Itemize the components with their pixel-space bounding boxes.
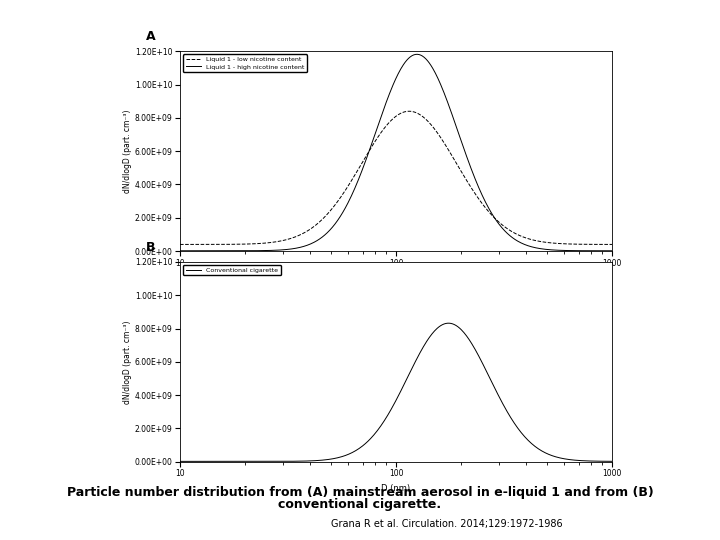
- Conventional cigarette: [433, 325, 441, 332]
- Conventional cigarette: [410, 362, 418, 368]
- Liquid 1 - low nicotine content: [410, 109, 419, 116]
- Legend: Conventional cigarette: Conventional cigarette: [183, 265, 281, 275]
- Liquid 1 - high nicotine content: [384, 95, 392, 102]
- Conventional cigarette: [381, 416, 390, 423]
- X-axis label: D (nm): D (nm): [382, 273, 410, 282]
- Y-axis label: dN/dlogD (part. cm⁻³): dN/dlogD (part. cm⁻³): [122, 320, 132, 403]
- Liquid 1 - low nicotine content: [608, 241, 616, 248]
- Liquid 1 - high nicotine content: [608, 247, 616, 254]
- Liquid 1 - low nicotine content: [598, 241, 607, 248]
- Text: Particle number distribution from (A) mainstream aerosol in e-liquid 1 and from : Particle number distribution from (A) ma…: [67, 486, 653, 499]
- Liquid 1 - low nicotine content: [531, 237, 539, 244]
- Text: conventional cigarette.: conventional cigarette.: [279, 498, 441, 511]
- Text: Grana R et al. Circulation. 2014;129:1972-1986: Grana R et al. Circulation. 2014;129:197…: [330, 519, 562, 529]
- Line: Liquid 1 - high nicotine content: Liquid 1 - high nicotine content: [180, 55, 612, 251]
- X-axis label: D (nm): D (nm): [382, 484, 410, 493]
- Liquid 1 - low nicotine content: [433, 131, 442, 137]
- Conventional cigarette: [384, 412, 392, 418]
- Liquid 1 - high nicotine content: [381, 102, 390, 109]
- Liquid 1 - high nicotine content: [176, 247, 184, 254]
- Liquid 1 - low nicotine content: [381, 124, 390, 130]
- Liquid 1 - high nicotine content: [410, 52, 418, 58]
- Liquid 1 - high nicotine content: [598, 247, 607, 254]
- Conventional cigarette: [608, 458, 616, 464]
- Liquid 1 - high nicotine content: [413, 51, 421, 58]
- Liquid 1 - low nicotine content: [176, 241, 184, 248]
- Conventional cigarette: [444, 320, 453, 326]
- Conventional cigarette: [531, 443, 539, 450]
- Liquid 1 - high nicotine content: [433, 75, 442, 82]
- Line: Conventional cigarette: Conventional cigarette: [180, 323, 612, 461]
- Y-axis label: dN/dlogD (part. cm⁻³): dN/dlogD (part. cm⁻³): [122, 110, 132, 193]
- Text: B: B: [145, 241, 155, 254]
- Conventional cigarette: [598, 458, 607, 464]
- Line: Liquid 1 - low nicotine content: Liquid 1 - low nicotine content: [180, 111, 612, 245]
- Liquid 1 - high nicotine content: [531, 245, 539, 251]
- Liquid 1 - low nicotine content: [405, 108, 414, 114]
- Conventional cigarette: [176, 458, 184, 464]
- Text: A: A: [145, 30, 155, 43]
- Liquid 1 - low nicotine content: [384, 121, 392, 127]
- Legend: Liquid 1 - low nicotine content, Liquid 1 - high nicotine content: Liquid 1 - low nicotine content, Liquid …: [183, 55, 307, 72]
